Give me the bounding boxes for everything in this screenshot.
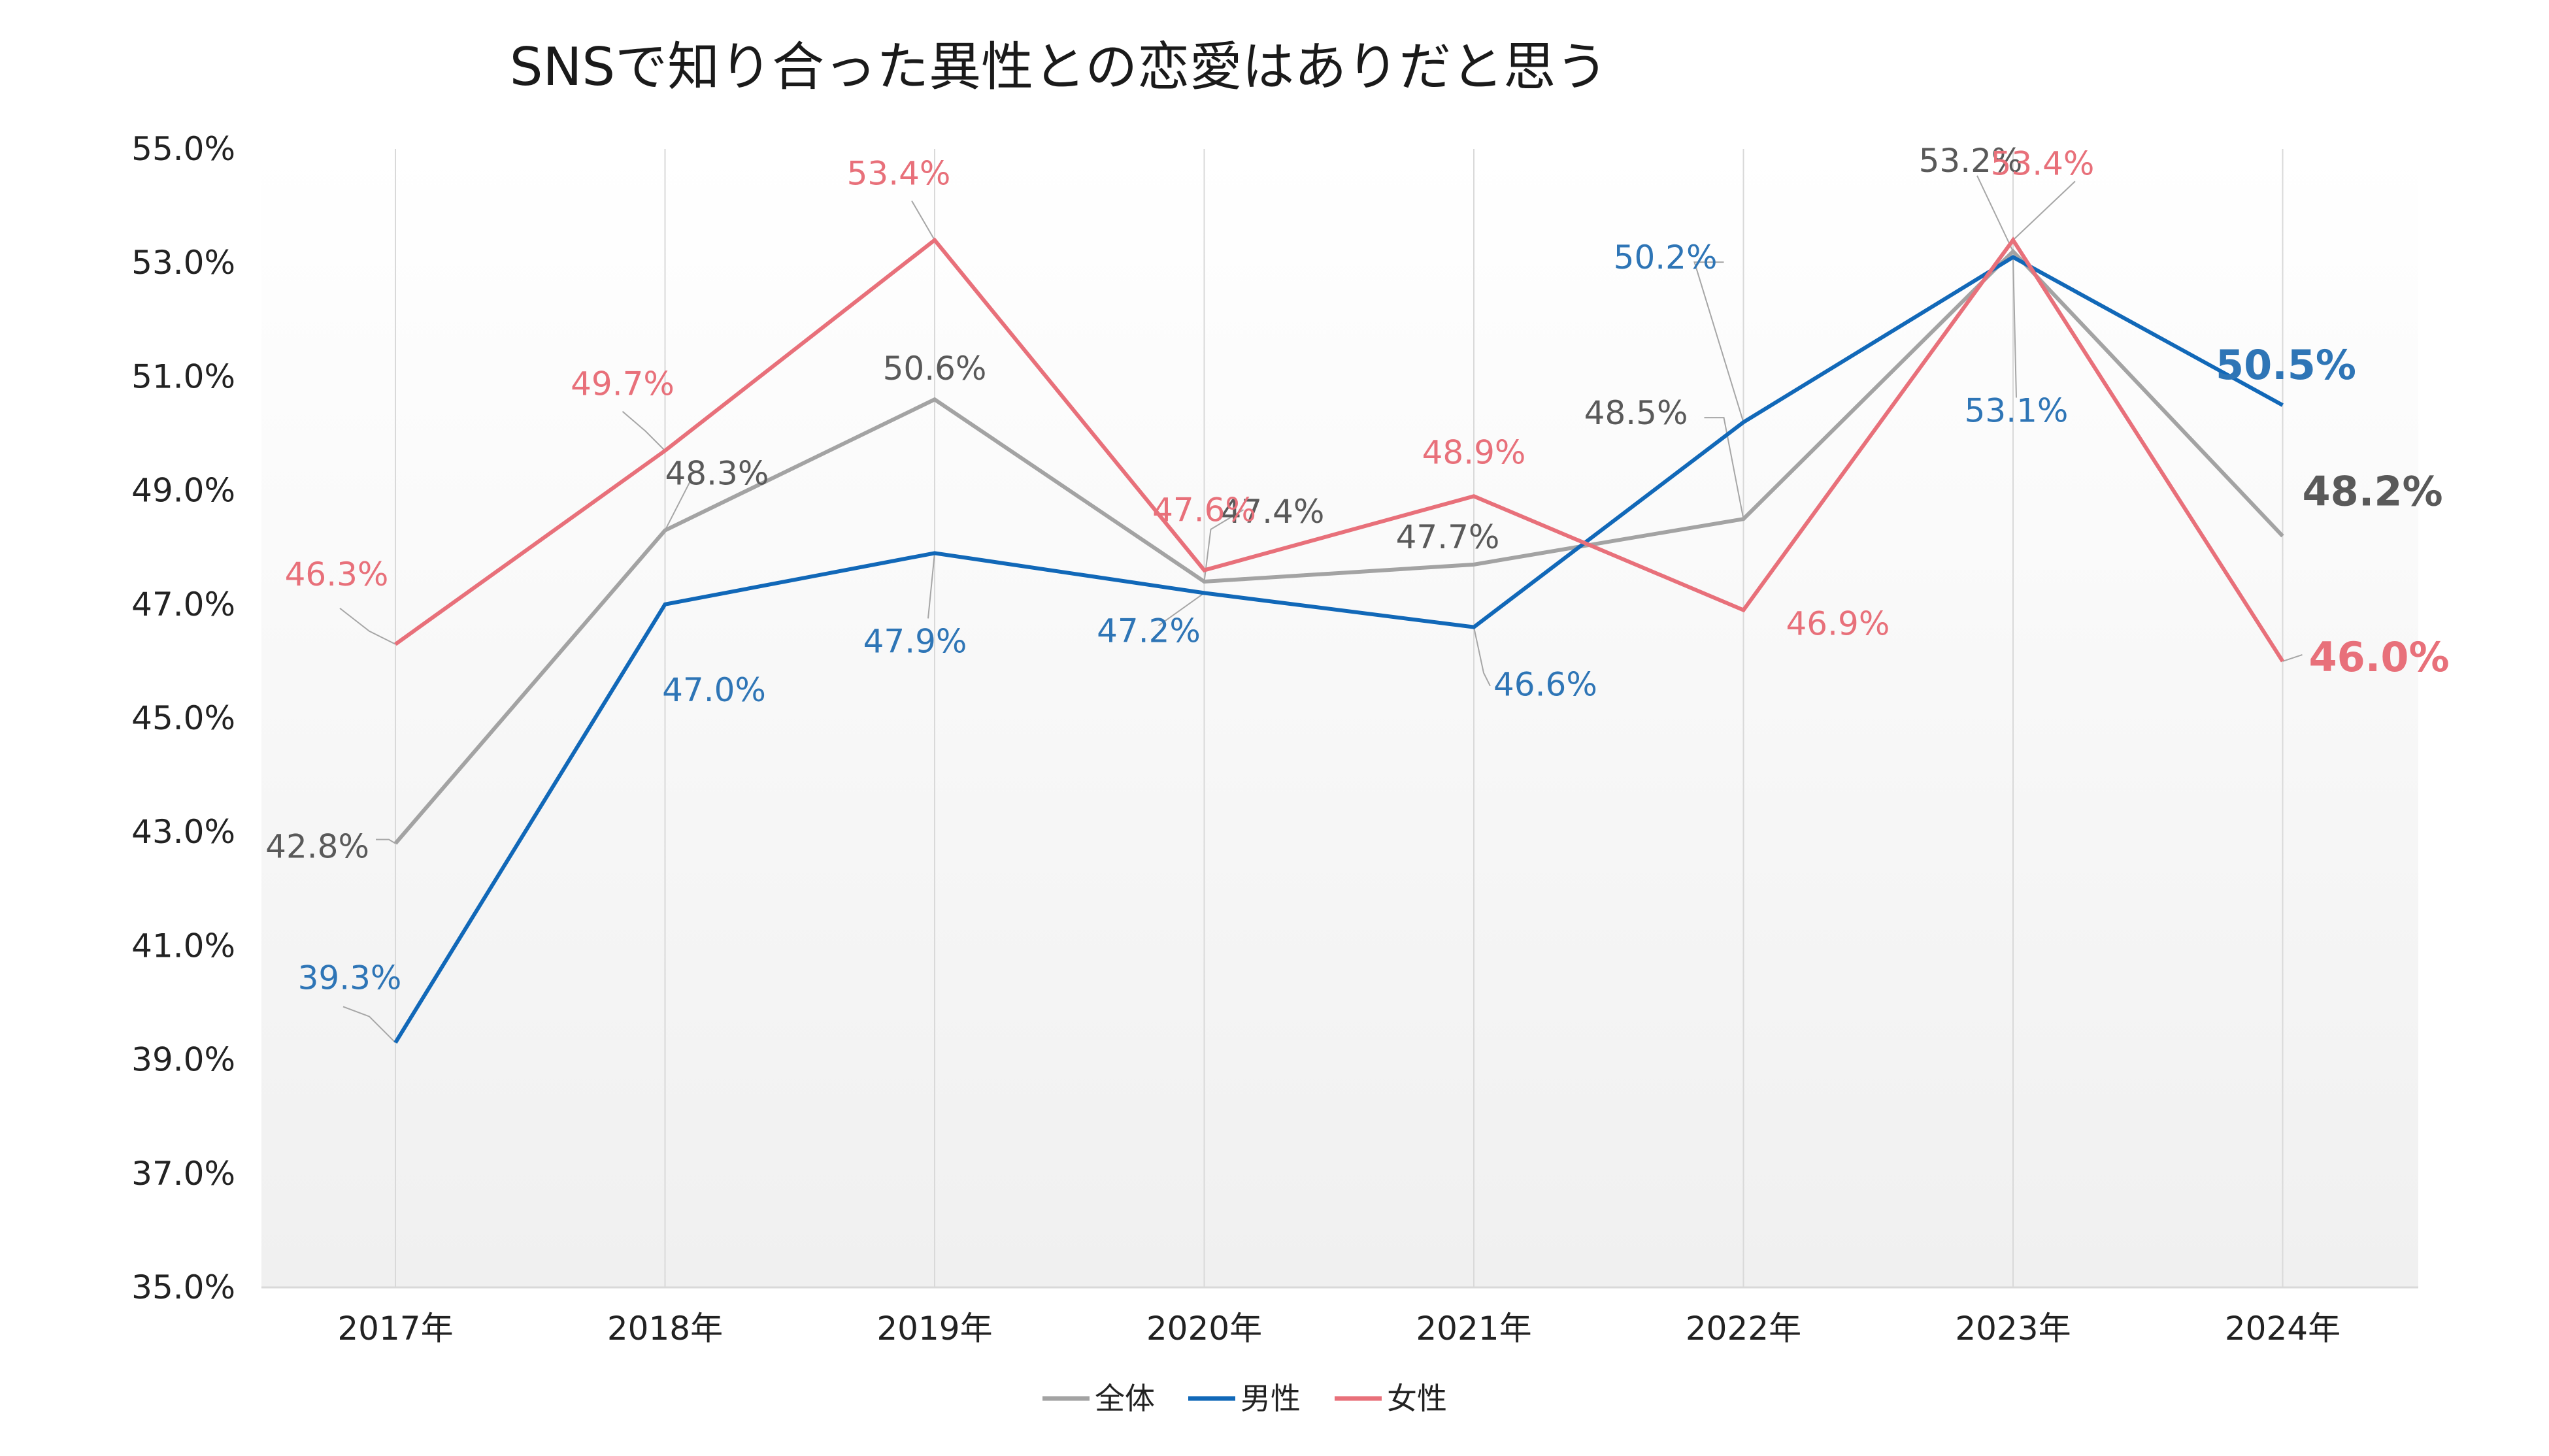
label-leader-line bbox=[927, 553, 935, 619]
x-tick-label: 2017年 bbox=[337, 1310, 453, 1348]
data-label: 39.3% bbox=[298, 959, 402, 997]
chart-title: SNSで知り合った異性との恋愛はありだと思う bbox=[510, 37, 1608, 97]
data-label: 42.8% bbox=[265, 828, 369, 866]
plot-area bbox=[261, 149, 2418, 1287]
data-label: 47.2% bbox=[1097, 612, 1201, 650]
label-leader-line bbox=[342, 1006, 396, 1044]
data-label: 47.6% bbox=[1152, 491, 1256, 529]
data-label: 47.7% bbox=[1396, 518, 1500, 556]
y-tick-label: 35.0% bbox=[131, 1268, 235, 1306]
label-leader-line bbox=[376, 838, 396, 844]
y-tick-label: 41.0% bbox=[131, 927, 235, 965]
y-tick-label: 37.0% bbox=[131, 1155, 235, 1193]
data-label: 47.4% bbox=[1221, 493, 1325, 531]
legend-label: 女性 bbox=[1387, 1381, 1447, 1416]
data-label: 46.0% bbox=[2309, 633, 2450, 681]
data-label: 53.1% bbox=[1965, 391, 2069, 429]
x-tick-label: 2021年 bbox=[1416, 1310, 1531, 1348]
data-label: 53.4% bbox=[1991, 144, 2095, 182]
y-tick-label: 39.0% bbox=[131, 1041, 235, 1079]
data-label: 48.5% bbox=[1584, 394, 1688, 432]
legend-label: 男性 bbox=[1241, 1381, 1301, 1416]
y-tick-label: 53.0% bbox=[131, 244, 235, 282]
x-tick-label: 2019年 bbox=[876, 1310, 992, 1348]
label-leader-line bbox=[1976, 175, 2014, 252]
series-line-female bbox=[394, 237, 2285, 663]
label-leader-line bbox=[2012, 257, 2017, 398]
label-leader-line bbox=[1704, 417, 1744, 520]
label-leader-line bbox=[911, 200, 935, 240]
y-tick-label: 51.0% bbox=[131, 357, 235, 395]
x-tick-label: 2024年 bbox=[2225, 1310, 2341, 1348]
label-leader-line bbox=[1203, 509, 1244, 582]
data-label: 46.6% bbox=[1493, 666, 1597, 704]
x-tick-label: 2020年 bbox=[1146, 1310, 1262, 1348]
label-leader-line bbox=[1693, 261, 1744, 423]
data-label: 50.2% bbox=[1614, 239, 1718, 276]
label-leader-line bbox=[1158, 592, 1205, 627]
label-leader-line bbox=[339, 607, 396, 645]
data-label: 46.9% bbox=[1786, 605, 1890, 643]
y-tick-label: 45.0% bbox=[131, 699, 235, 737]
data-label: 48.2% bbox=[2303, 467, 2443, 515]
data-label: 53.2% bbox=[1919, 142, 2023, 180]
data-label: 53.4% bbox=[847, 154, 951, 192]
x-tick-label: 2022年 bbox=[1686, 1310, 1801, 1348]
series-line-total bbox=[393, 248, 2284, 845]
y-tick-label: 43.0% bbox=[131, 813, 235, 851]
legend-label: 全体 bbox=[1095, 1381, 1155, 1416]
y-tick-label: 49.0% bbox=[131, 472, 235, 510]
data-label: 50.6% bbox=[883, 350, 987, 388]
label-leader-line bbox=[2012, 180, 2076, 241]
data-label: 46.3% bbox=[285, 555, 389, 593]
y-tick-label: 47.0% bbox=[131, 586, 235, 623]
series-line-male bbox=[393, 255, 2284, 1044]
y-tick-label: 55.0% bbox=[131, 130, 235, 168]
x-tick-label: 2018年 bbox=[607, 1310, 723, 1348]
data-label: 48.9% bbox=[1422, 433, 1526, 471]
data-label: 49.7% bbox=[571, 365, 675, 403]
label-leader-line bbox=[622, 410, 666, 452]
data-label: 47.0% bbox=[662, 671, 766, 709]
label-leader-line bbox=[664, 479, 692, 531]
data-label: 48.3% bbox=[665, 455, 769, 493]
label-leader-line bbox=[1473, 627, 1491, 687]
x-tick-label: 2023年 bbox=[1955, 1310, 2071, 1348]
label-leader-line bbox=[2282, 654, 2303, 662]
data-label: 50.5% bbox=[2216, 341, 2356, 389]
data-label: 47.9% bbox=[863, 622, 967, 660]
